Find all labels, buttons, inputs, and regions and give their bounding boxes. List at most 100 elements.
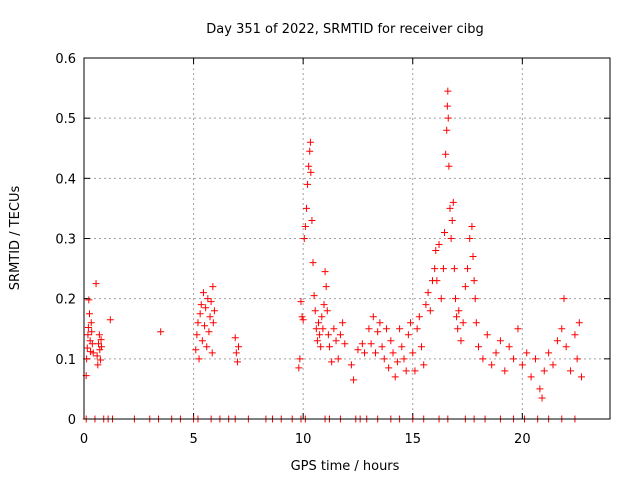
y-axis-label: SRMTID / TECUs [8,186,23,291]
data-point-marker [209,319,217,327]
data-point-marker [308,216,316,224]
data-point-marker [402,367,410,375]
y-tick-label: 0.4 [55,172,76,187]
data-point-marker [205,328,213,336]
data-point-marker [567,367,575,375]
data-point-marker [339,319,347,327]
data-point-marker [157,328,165,336]
data-point-marker [85,296,93,304]
data-point-marker [196,310,204,318]
data-point-marker [466,235,474,242]
data-point-marker [88,328,96,336]
data-point-marker [471,295,479,303]
data-point-marker [435,241,443,249]
data-point-marker [371,349,379,357]
data-point-marker [194,319,202,327]
data-point-marker [404,331,412,339]
x-tick-label: 15 [404,432,421,447]
data-point-marker [304,180,312,188]
data-point-marker [446,204,454,212]
data-point-marker [376,319,384,327]
data-point-marker [483,331,491,339]
data-point-marker [468,222,476,230]
data-point-marker [202,304,210,312]
data-point-marker [387,337,395,345]
data-point-marker [88,340,96,348]
data-point-marker [492,349,500,357]
data-point-marker [443,102,451,110]
data-point-marker [505,343,513,351]
data-point-marker [422,301,430,309]
data-point-marker [444,87,452,95]
data-point-marker [96,356,104,364]
data-point-marker [324,331,332,339]
x-axis-ticks: 0 5 10 15 20 [80,58,531,447]
data-point-marker [233,358,241,366]
data-point-marker [469,253,477,261]
data-point-marker [553,337,561,345]
data-point-marker [411,367,419,375]
y-axis-ticks: 0 0.1 0.2 0.3 0.4 0.5 0.6 [55,52,610,428]
data-point-marker [84,331,92,339]
data-point-marker [488,361,496,369]
data-point-marker [523,349,531,357]
data-point-marker [92,280,100,288]
y-tick-label: 0.1 [55,353,76,368]
data-point-marker [531,355,539,363]
data-point-marker [393,358,401,366]
data-point-marker [514,325,522,333]
data-point-marker [459,319,467,327]
data-point-marker [538,394,546,402]
data-point-marker [231,334,239,342]
data-point-marker [389,349,397,357]
data-point-marker [407,319,415,327]
data-point-marker [232,349,240,357]
data-point-marker [367,340,375,348]
data-point-marker [313,337,321,345]
data-point-marker [558,325,566,333]
data-point-marker [301,222,309,230]
data-point-marker [325,343,333,351]
data-point-marker [378,343,386,351]
data-point-marker [328,358,336,366]
data-point-marker [317,343,325,351]
data-point-marker [87,319,95,327]
data-point-marker [98,343,106,351]
y-tick-label: 0 [68,413,76,428]
data-point-marker [207,298,215,306]
data-point-marker [433,277,441,285]
data-point-marker [299,316,307,324]
data-point-marker [527,373,535,381]
data-point-marker [449,198,457,206]
data-point-marker [298,313,306,321]
data-point-marker [501,367,509,375]
x-tick-label: 10 [295,432,312,447]
data-point-marker [94,361,102,369]
data-point-marker [94,340,102,348]
data-point-marker [307,168,315,176]
data-point-marker [319,325,327,333]
data-point-marker [418,343,426,351]
y-tick-label: 0.2 [55,293,76,308]
data-point-marker [322,283,330,291]
data-point-marker [106,316,114,324]
data-point-marker [549,361,557,369]
data-point-marker [336,331,344,339]
data-point-marker [197,301,205,309]
data-point-marker [475,343,482,351]
y-tick-label: 0.6 [55,52,76,67]
data-point-marker [424,289,432,297]
data-point-marker [306,138,314,146]
data-point-marker [192,346,200,354]
data-point-marker [306,147,314,155]
data-point-marker [361,349,369,357]
data-point-marker [571,331,579,339]
data-point-marker [203,343,211,351]
data-point-marker [354,346,362,354]
data-point-marker [578,373,586,381]
data-point-marker [420,361,428,369]
data-point-marker [444,114,452,122]
data-point-marker [334,355,342,363]
data-point-marker [479,355,487,363]
chart-title: Day 351 of 2022, SRMTID for receiver cib… [206,22,483,37]
